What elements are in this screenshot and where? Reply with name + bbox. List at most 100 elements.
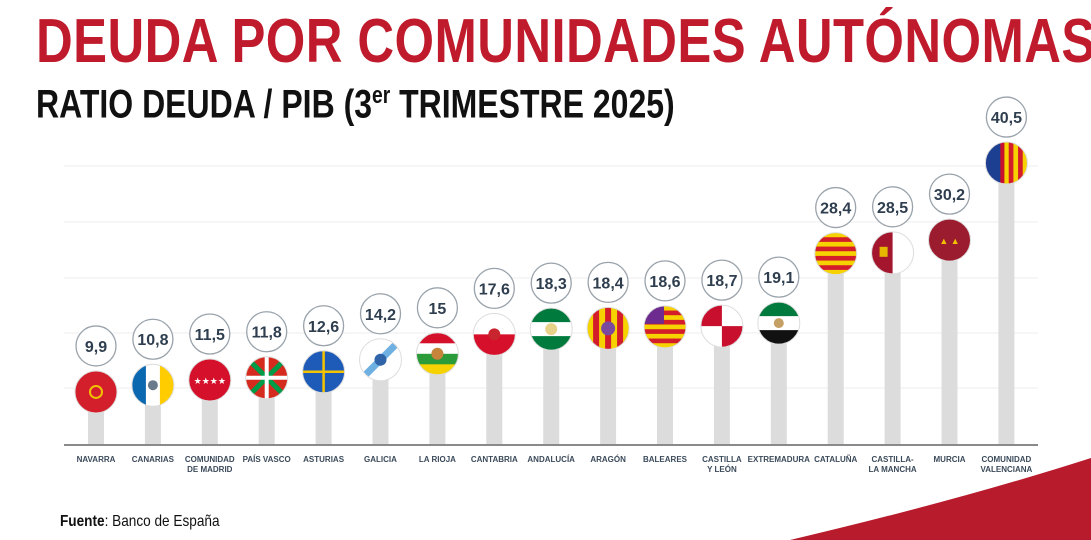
x-tick-label: COMUNIDAD bbox=[982, 455, 1032, 464]
flag-murcia-icon: ▲ ▲ bbox=[928, 219, 971, 262]
value-bubble bbox=[701, 259, 743, 301]
flag-stripe bbox=[644, 324, 686, 330]
flag-cataluna-icon bbox=[814, 232, 857, 275]
x-tick-label: LA RIOJA bbox=[419, 455, 456, 464]
flag-valencia-icon bbox=[985, 142, 1028, 185]
x-tick-label: ARAGÓN bbox=[590, 455, 626, 464]
flag-stripe bbox=[1013, 142, 1019, 185]
flag-part bbox=[131, 364, 146, 407]
flag-border bbox=[928, 218, 971, 262]
data-label: 15 bbox=[429, 301, 447, 318]
flag-madrid-icon: ★★★★ bbox=[188, 358, 231, 401]
flag-stripe bbox=[644, 343, 686, 348]
flag-emblem bbox=[545, 323, 558, 336]
subtitle-text: RATIO DEUDA / PIB (3 bbox=[36, 82, 373, 127]
flag-baleares-icon bbox=[644, 305, 686, 348]
flag-part bbox=[879, 246, 888, 257]
value-bubble bbox=[246, 311, 288, 353]
data-label: 11,5 bbox=[195, 327, 225, 344]
flag-emblem bbox=[601, 321, 616, 336]
bar bbox=[600, 328, 617, 445]
value-bubble bbox=[132, 318, 174, 360]
data-label: 12,6 bbox=[308, 319, 339, 336]
data-label: 30,2 bbox=[934, 187, 965, 204]
source-label: Fuente bbox=[60, 513, 105, 530]
flag-stripe bbox=[757, 330, 800, 345]
flag-border bbox=[871, 231, 915, 275]
subtitle-text-end: TRIMESTRE 2025) bbox=[390, 82, 675, 127]
flag-castilla-la-mancha-icon bbox=[871, 231, 914, 274]
flag-stripe bbox=[1022, 142, 1028, 185]
flag-galicia-icon bbox=[359, 338, 402, 381]
data-label: 19,1 bbox=[763, 270, 794, 287]
flag-extremadura-icon bbox=[757, 302, 800, 345]
x-tick-label: EXTREMADURA bbox=[748, 455, 810, 464]
data-label: 17,6 bbox=[479, 281, 510, 298]
x-tick-label: CASTILLA bbox=[702, 455, 742, 464]
bar bbox=[998, 163, 1015, 445]
value-bubble bbox=[928, 173, 971, 215]
flag-stripe bbox=[814, 265, 857, 271]
flag-part bbox=[985, 142, 1001, 185]
flag-border bbox=[814, 232, 858, 276]
value-bubble bbox=[985, 96, 1028, 138]
flag-andalucia-icon bbox=[530, 308, 573, 351]
flag-emblem bbox=[147, 380, 158, 391]
flag-stripe bbox=[644, 333, 686, 340]
x-tick-label: ASTURIAS bbox=[303, 455, 345, 464]
flag-asturias-icon bbox=[302, 350, 345, 393]
flag-stripe bbox=[1018, 142, 1024, 185]
bar bbox=[941, 240, 958, 445]
flag-stripe bbox=[814, 241, 857, 248]
flag-stripe bbox=[644, 338, 686, 344]
value-bubble bbox=[473, 267, 515, 310]
flag-part bbox=[75, 370, 117, 413]
flag-emblem bbox=[89, 384, 103, 399]
x-tick-label: Y LEÓN bbox=[707, 465, 737, 474]
flag-border bbox=[586, 306, 630, 350]
flag-stripe bbox=[814, 260, 857, 266]
value-bubble bbox=[871, 186, 914, 228]
data-label: 11,8 bbox=[252, 325, 282, 342]
flag-stripe bbox=[416, 364, 459, 375]
x-tick-label: LA MANCHA bbox=[869, 465, 917, 474]
flag-border bbox=[472, 312, 516, 356]
source-text: : Banco de España bbox=[104, 513, 220, 530]
data-label: 9,9 bbox=[85, 339, 107, 356]
flag-stripe bbox=[814, 232, 857, 238]
flag-stripe bbox=[473, 313, 516, 335]
flag-stripe bbox=[814, 246, 857, 252]
x-tick-label: PAÍS VASCO bbox=[243, 455, 291, 464]
flag-stripe bbox=[814, 255, 857, 262]
x-tick-label: DE MADRID bbox=[187, 465, 233, 474]
data-label: 40,5 bbox=[991, 110, 1022, 127]
x-tick-label: CASTILLA- bbox=[871, 455, 914, 464]
value-bubble bbox=[530, 262, 572, 304]
chart-subtitle: RATIO DEUDA / PIB (3er TRIMESTRE 2025) bbox=[36, 82, 675, 127]
flag-stripe bbox=[617, 307, 624, 350]
x-tick-label: CATALUÑA bbox=[814, 455, 857, 464]
value-bubble bbox=[75, 325, 117, 367]
flag-part bbox=[188, 358, 231, 401]
flag-border bbox=[700, 304, 744, 348]
flag-cantabria-icon bbox=[473, 313, 516, 356]
flag-part bbox=[928, 219, 971, 262]
bar bbox=[657, 326, 673, 445]
value-bubble bbox=[302, 305, 345, 347]
data-label: 28,4 bbox=[820, 201, 851, 218]
flag-navarra-icon bbox=[75, 370, 117, 413]
bar bbox=[486, 334, 503, 445]
x-tick-label: MURCIA bbox=[934, 455, 966, 464]
flag-border bbox=[415, 332, 459, 376]
flag-border bbox=[984, 141, 1028, 185]
bar bbox=[884, 252, 901, 445]
flag-stripe bbox=[644, 305, 686, 312]
flag-border bbox=[529, 307, 573, 351]
flag-border bbox=[302, 350, 346, 394]
flag-stripe bbox=[1004, 142, 1010, 185]
flag-stripe bbox=[757, 302, 800, 317]
flag-border bbox=[131, 363, 175, 407]
flag-emblem bbox=[431, 347, 444, 360]
